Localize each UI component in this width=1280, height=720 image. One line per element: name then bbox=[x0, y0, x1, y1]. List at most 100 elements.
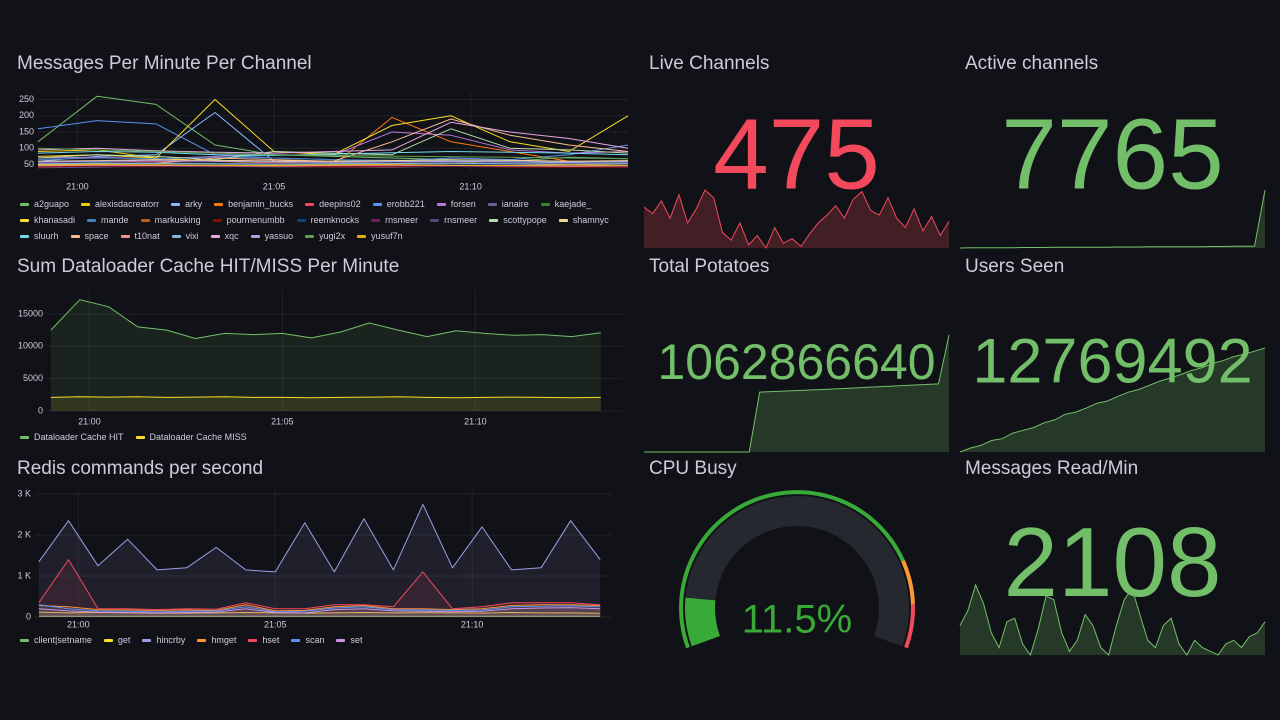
legend-item: hincrby bbox=[142, 634, 185, 646]
legend-swatch bbox=[171, 234, 181, 238]
legend-label: yassuo bbox=[264, 231, 294, 241]
legend-label: kaejade_ bbox=[554, 199, 592, 209]
legend-item: rnsmeer bbox=[430, 214, 477, 226]
series-line bbox=[37, 161, 629, 164]
sparkline bbox=[644, 334, 950, 453]
legend: a2guapo alexisdacreatorr arky benjamin_buck… bbox=[20, 198, 630, 242]
legend-label: hincrby bbox=[156, 635, 186, 645]
sparkline-area bbox=[960, 348, 1265, 452]
legend-label: set bbox=[350, 635, 363, 645]
series-line bbox=[37, 160, 629, 163]
stat-value: 1062866640 bbox=[657, 334, 935, 390]
legend-swatch bbox=[540, 202, 550, 206]
legend-label: a2guapo bbox=[34, 199, 70, 209]
x-tick-label: 21:00 bbox=[78, 416, 101, 426]
y-tick-label: 50 bbox=[24, 159, 34, 169]
gauge-label: 11.5% bbox=[742, 598, 852, 642]
legend-item: markusking bbox=[140, 214, 201, 226]
legend-label: deepins02 bbox=[319, 199, 361, 209]
legend-item: reemknocks bbox=[296, 214, 360, 226]
legend-item: set bbox=[336, 634, 362, 646]
legend-item: xqc bbox=[210, 230, 239, 242]
legend-item: hmget bbox=[197, 634, 236, 646]
legend-swatch bbox=[487, 202, 497, 206]
panel-title: Total Potatoes bbox=[649, 256, 769, 277]
stat-value: 2108 bbox=[1003, 507, 1221, 617]
x-tick-label: 21:05 bbox=[263, 181, 286, 191]
x-tick-label: 21:05 bbox=[271, 416, 294, 426]
legend-label: arky bbox=[185, 199, 203, 209]
sparkline bbox=[959, 189, 1266, 249]
series-area bbox=[38, 504, 601, 617]
panel-title: Live Channels bbox=[649, 53, 769, 74]
series-line bbox=[37, 162, 629, 165]
legend-swatch bbox=[20, 218, 29, 222]
y-tick-label: 150 bbox=[19, 126, 34, 136]
legend-label: forsen bbox=[450, 199, 476, 209]
legend-label: Dataloader Cache HIT bbox=[34, 432, 124, 442]
legend-item: rnsmeer bbox=[371, 214, 418, 226]
legend-item: kaejade_ bbox=[540, 198, 592, 210]
legend-label: markusking bbox=[154, 215, 201, 225]
legend-swatch bbox=[142, 638, 152, 642]
legend-swatch bbox=[305, 234, 315, 238]
panel-title: Users Seen bbox=[965, 256, 1064, 277]
legend-swatch bbox=[296, 218, 306, 222]
sparkline-area bbox=[644, 190, 949, 248]
legend-item: mande bbox=[87, 214, 129, 226]
legend-item: pourmenumbb bbox=[212, 214, 285, 226]
gauge-threshold bbox=[901, 560, 915, 605]
legend-label: erobb221 bbox=[386, 199, 425, 209]
stat-value: 7765 bbox=[1001, 98, 1223, 210]
legend-label: client|setname bbox=[34, 635, 92, 645]
sparkline-area bbox=[644, 335, 949, 452]
legend-label: reemknocks bbox=[310, 215, 360, 225]
series-area bbox=[50, 299, 601, 411]
legend-swatch bbox=[81, 202, 91, 206]
legend-label: yugi2x bbox=[319, 231, 346, 241]
legend-item: sluurh bbox=[20, 230, 59, 242]
series-line bbox=[37, 165, 629, 168]
x-tick-label: 21:05 bbox=[264, 619, 287, 629]
x-tick-label: 21:00 bbox=[67, 619, 90, 629]
panel-title: Sum Dataloader Cache HIT/MISS Per Minute bbox=[17, 256, 399, 277]
legend-label: hset bbox=[262, 635, 280, 645]
legend-item: khanasadi bbox=[20, 214, 75, 226]
legend-swatch bbox=[371, 218, 381, 222]
gauge-threshold bbox=[679, 490, 905, 649]
legend-item: get bbox=[103, 634, 131, 646]
series-line bbox=[37, 151, 629, 156]
series-line bbox=[37, 121, 629, 154]
series-line bbox=[38, 607, 601, 614]
sparkline bbox=[959, 583, 1266, 657]
series-area bbox=[50, 396, 601, 411]
legend-swatch bbox=[140, 218, 150, 222]
x-tick-label: 21:10 bbox=[464, 416, 487, 426]
legend-swatch bbox=[250, 234, 260, 238]
legend-item: arky bbox=[171, 198, 202, 210]
legend-swatch bbox=[87, 218, 97, 222]
y-tick-label: 5000 bbox=[23, 373, 43, 383]
gauge-threshold bbox=[904, 603, 915, 649]
sparkline bbox=[959, 347, 1266, 453]
y-tick-label: 15000 bbox=[18, 308, 43, 318]
legend-label: rnsmeer bbox=[444, 215, 478, 225]
legend-label: get bbox=[117, 635, 131, 645]
legend-swatch bbox=[135, 435, 145, 439]
legend-label: yusuf7n bbox=[371, 231, 403, 241]
x-tick-label: 21:10 bbox=[461, 619, 484, 629]
legend-swatch bbox=[558, 218, 568, 222]
series-area bbox=[38, 607, 601, 617]
series-line bbox=[50, 299, 601, 339]
legend-swatch bbox=[336, 638, 346, 642]
legend-swatch bbox=[214, 202, 224, 206]
y-tick-label: 3 K bbox=[17, 488, 31, 498]
legend-item: deepins02 bbox=[305, 198, 361, 210]
y-tick-label: 0 bbox=[38, 405, 43, 415]
legend-item: erobb221 bbox=[372, 198, 425, 210]
legend-item: forsen bbox=[436, 198, 476, 210]
legend: Dataloader Cache HIT Dataloader Cache MIS… bbox=[20, 431, 620, 443]
legend-label: Dataloader Cache MISS bbox=[149, 432, 247, 442]
legend-label: hmget bbox=[211, 635, 237, 645]
